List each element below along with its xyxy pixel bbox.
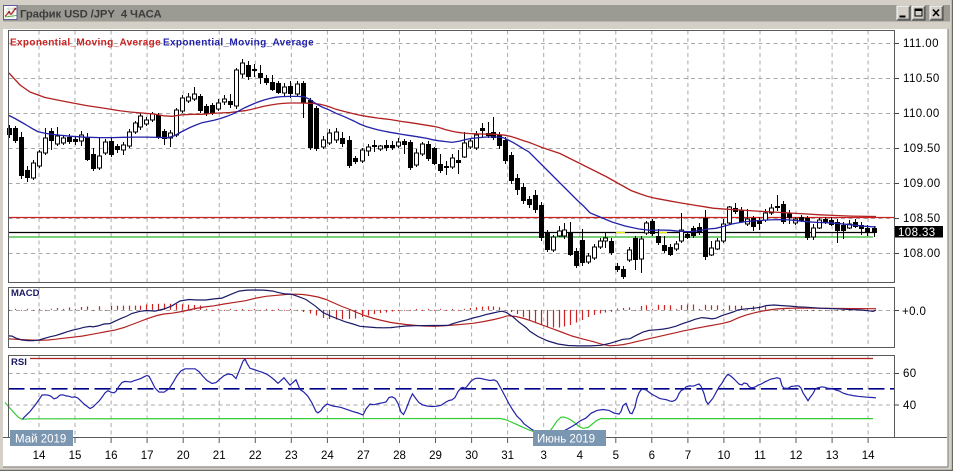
svg-text:109.50: 109.50: [903, 143, 941, 155]
svg-text:31: 31: [501, 450, 514, 462]
svg-text:14: 14: [33, 450, 46, 462]
svg-text:RSI: RSI: [11, 357, 27, 368]
svg-text:10: 10: [718, 450, 731, 462]
svg-text:Июнь 2019: Июнь 2019: [537, 434, 595, 446]
svg-text:23: 23: [285, 450, 298, 462]
svg-text:29: 29: [429, 450, 442, 462]
svg-text:108.00: 108.00: [903, 248, 941, 260]
svg-text:6: 6: [649, 450, 655, 462]
svg-text:4: 4: [577, 450, 584, 462]
svg-text:110.00: 110.00: [903, 108, 940, 120]
svg-text:110.50: 110.50: [903, 73, 940, 85]
svg-text:109.00: 109.00: [903, 178, 941, 190]
svg-text:20: 20: [177, 450, 190, 462]
svg-text:16: 16: [105, 450, 118, 462]
svg-text:MACD: MACD: [11, 288, 40, 299]
svg-text:5: 5: [613, 450, 619, 462]
svg-text:15: 15: [69, 450, 82, 462]
svg-text:13: 13: [826, 450, 839, 462]
svg-text:7: 7: [685, 450, 691, 462]
svg-text:28: 28: [393, 450, 406, 462]
svg-text:12: 12: [790, 450, 803, 462]
svg-text:17: 17: [141, 450, 154, 462]
svg-text:Exponential_Moving_Average: Exponential_Moving_Average: [163, 38, 314, 49]
svg-text:60: 60: [903, 368, 917, 380]
svg-text:108.50: 108.50: [903, 213, 941, 225]
svg-text:+0.0: +0.0: [902, 306, 926, 318]
svg-text:27: 27: [357, 450, 370, 462]
svg-text:24: 24: [321, 450, 334, 462]
svg-text:14: 14: [862, 450, 875, 462]
svg-text:11: 11: [754, 450, 766, 462]
svg-text:Exponential_Moving_Average: Exponential_Moving_Average: [10, 38, 161, 49]
svg-text:Май 2019: Май 2019: [15, 434, 66, 446]
svg-text:22: 22: [249, 450, 262, 462]
svg-text:30: 30: [465, 450, 478, 462]
svg-text:График USD /JPY 4 ЧАСА: График USD /JPY 4 ЧАСА: [20, 9, 162, 21]
svg-text:40: 40: [903, 400, 917, 412]
svg-text:21: 21: [213, 450, 226, 462]
svg-text:108.33: 108.33: [898, 227, 936, 239]
svg-text:3: 3: [540, 450, 546, 462]
svg-text:111.00: 111.00: [903, 38, 939, 50]
